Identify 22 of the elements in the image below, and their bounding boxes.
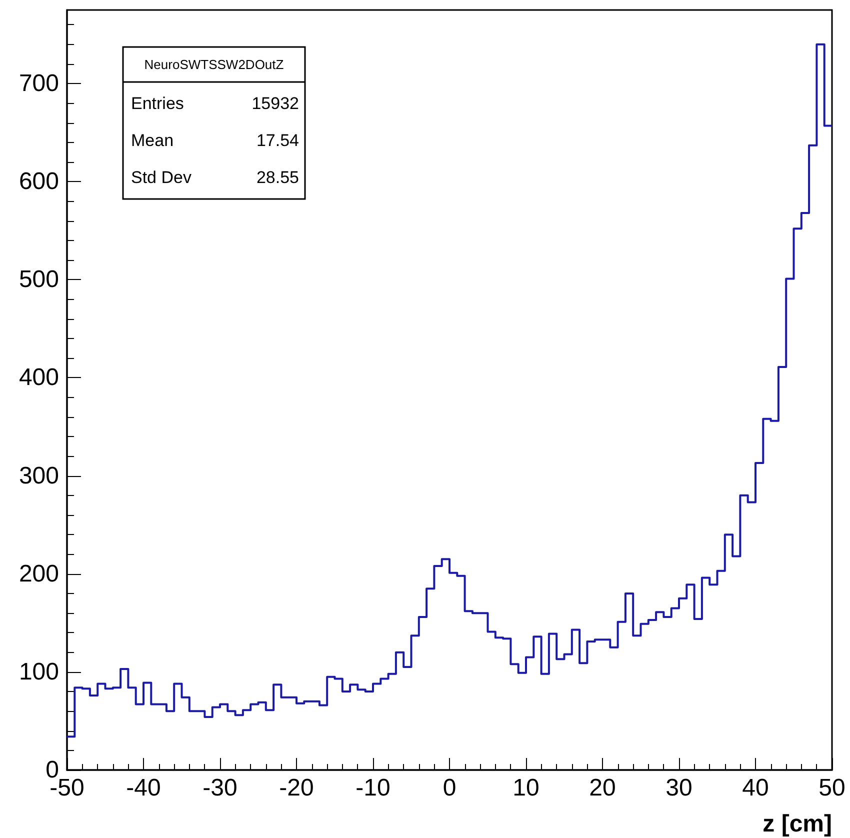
y-tick-label: 200 xyxy=(18,560,59,588)
text: Std Dev 28.55 xyxy=(131,168,299,187)
x-tick-label: 10 xyxy=(512,774,540,802)
y-tick-label: 100 xyxy=(18,658,59,686)
x-tick-label: 50 xyxy=(818,774,846,802)
annotation: NeuroSWTSSW2DOutZ xyxy=(144,57,284,72)
y-tick-label: 700 xyxy=(18,70,59,98)
x-axis-title: z [cm] xyxy=(762,810,832,838)
y-tick-label: 500 xyxy=(18,266,59,294)
y-tick-label: 300 xyxy=(18,462,59,490)
x-tick-label: -30 xyxy=(202,774,238,802)
text: Mean 17.54 xyxy=(131,131,299,150)
x-tick-label: -20 xyxy=(279,774,314,802)
x-tick-label: -40 xyxy=(126,774,161,802)
x-tick-label: 30 xyxy=(666,774,692,802)
text: Entries 15932 xyxy=(131,94,299,113)
y-tick-label: 400 xyxy=(18,364,59,392)
x-tick-label: -10 xyxy=(356,774,390,802)
x-tick-label: 0 xyxy=(442,774,456,802)
x-tick-label: 40 xyxy=(742,774,769,802)
x-tick-label: 20 xyxy=(589,774,616,802)
y-tick-label: 600 xyxy=(18,168,59,196)
